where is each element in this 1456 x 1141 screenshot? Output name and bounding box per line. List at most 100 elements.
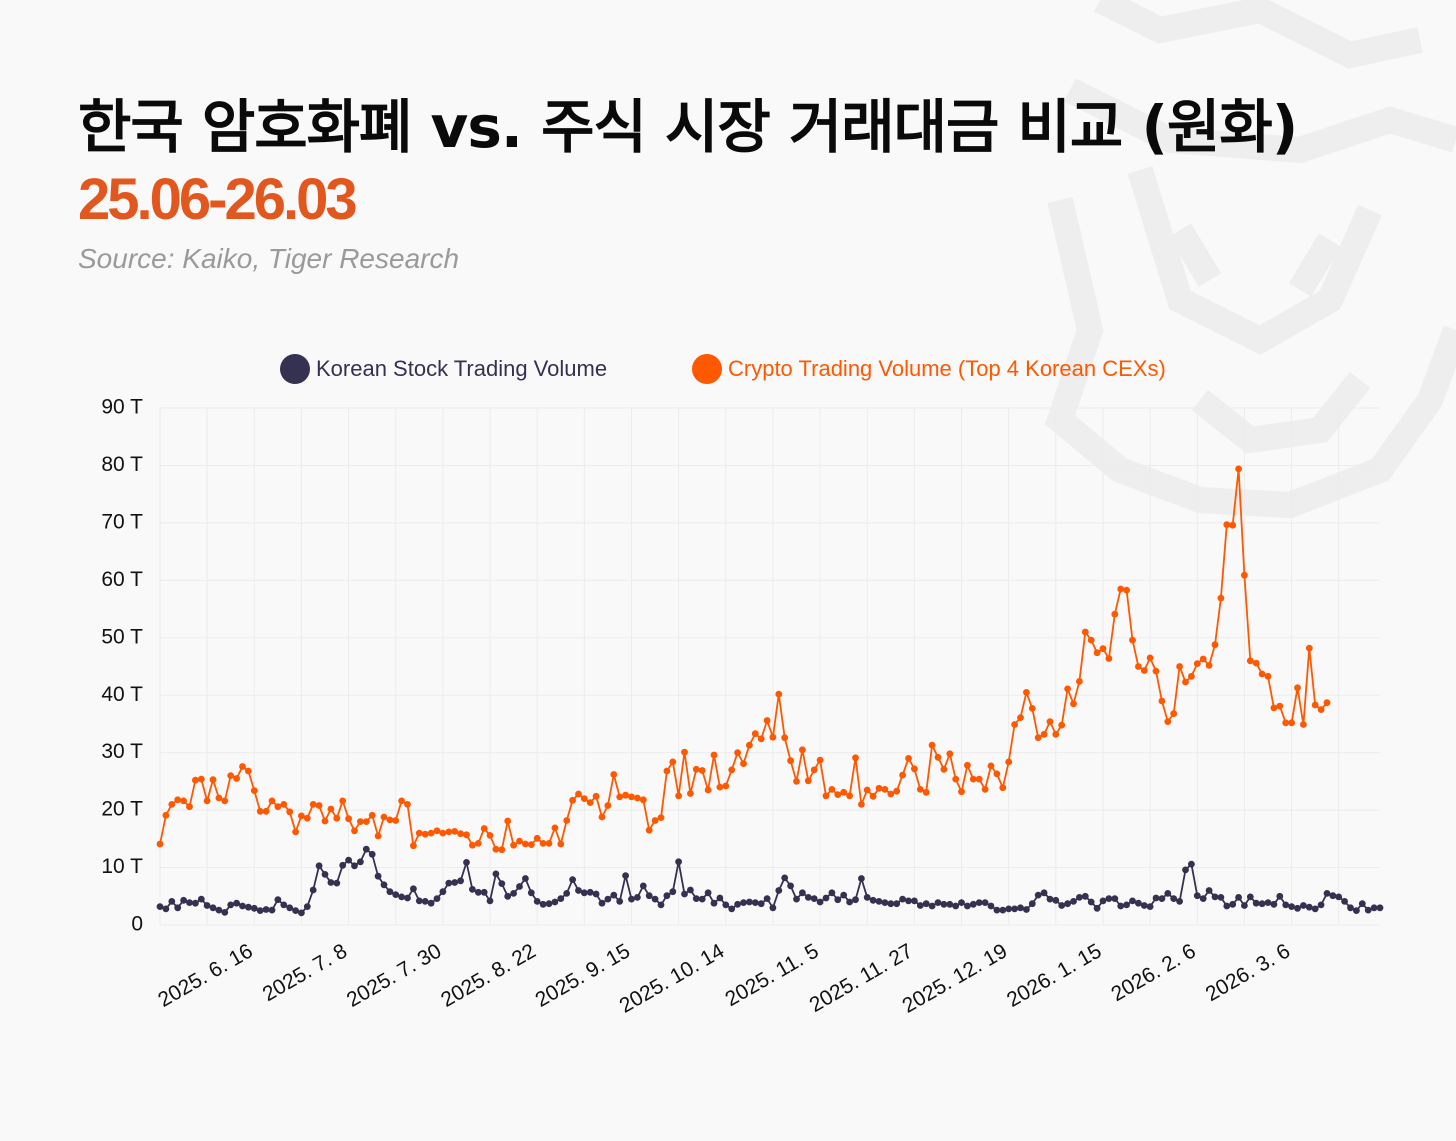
data-point-crypto [569,796,576,804]
data-point-stock [197,895,205,903]
data-point-stock [993,906,1001,914]
legend-item-crypto[interactable]: Crypto Trading Volume (Top 4 Korean CEXs… [692,352,1166,386]
data-point-stock [1176,898,1183,905]
data-point-stock [769,904,777,912]
data-point-crypto [274,803,282,811]
data-point-stock [863,894,871,901]
data-point-crypto [427,829,435,837]
data-point-stock [787,882,794,890]
data-point-stock [1105,895,1113,902]
data-point-stock [280,901,288,909]
data-point-stock [616,898,624,905]
data-point-stock [598,899,606,907]
data-point-stock [675,858,682,866]
data-point-crypto [810,766,818,774]
data-point-stock [492,870,500,878]
data-point-crypto [610,771,618,778]
data-point-stock [1158,895,1166,902]
data-point-stock [457,877,464,885]
data-point-stock [1217,894,1225,901]
data-point-stock [1052,896,1060,904]
data-point-crypto [710,751,718,759]
data-point-stock [952,902,960,910]
data-point-crypto [380,813,388,821]
data-point-stock [610,891,618,899]
data-point-stock [793,895,800,903]
data-point-crypto [404,801,411,808]
data-point-crypto [498,846,506,854]
data-point-stock [687,886,694,894]
x-tick-label: 2026. 1. 15 [1003,939,1106,1011]
y-tick-label: 40 T [101,683,143,706]
y-tick-label: 90 T [101,396,143,419]
data-point-crypto [799,746,806,754]
data-point-crypto [887,790,895,798]
data-point-crypto [1229,521,1237,529]
data-point-crypto [746,741,753,749]
data-point-stock [445,879,453,887]
data-point-crypto [1152,667,1160,675]
data-point-stock [975,899,983,906]
data-point-stock [421,898,429,905]
data-point-stock [575,887,582,894]
data-point-crypto [922,788,930,796]
data-point-crypto [415,829,423,837]
data-point-crypto [315,802,323,809]
data-point-stock [1188,860,1195,868]
data-point-stock [227,901,235,909]
data-point-stock [174,904,182,912]
data-point-crypto [787,757,794,765]
data-point-crypto [457,830,464,838]
data-point-crypto [1040,730,1048,738]
data-point-crypto [469,841,476,849]
data-point-crypto [722,782,730,790]
data-point-stock [192,899,199,907]
data-point-crypto [480,825,488,832]
data-point-crypto [639,796,647,804]
data-point-crypto [545,840,553,847]
data-point-stock [628,895,635,903]
data-point-stock [751,899,759,906]
data-point-crypto [357,818,364,825]
data-point-crypto [858,801,865,808]
data-point-stock [816,898,824,906]
data-point-crypto [1158,697,1166,705]
data-point-stock [775,887,783,894]
data-point-crypto [221,797,229,805]
chart-title: 한국 암호화폐 vs. 주식 시장 거래대금 비교 (원화) [78,93,1298,161]
data-point-crypto [975,775,983,783]
data-point-stock [1211,893,1219,901]
x-tick-label: 2025. 7. 8 [259,939,351,1006]
data-point-stock [893,900,901,908]
data-point-stock [822,894,830,902]
data-point-crypto [816,756,824,764]
data-point-stock [746,898,753,906]
data-point-crypto [321,817,329,825]
data-point-stock [592,890,600,898]
data-point-stock [899,895,906,903]
data-point-crypto [716,783,724,791]
legend-item-stock[interactable]: Korean Stock Trading Volume [280,352,607,386]
data-point-stock [1028,900,1036,908]
data-point-crypto [616,793,624,801]
data-point-stock [710,899,718,907]
data-point-stock [911,897,918,905]
data-point-crypto [233,775,241,782]
data-point-crypto [474,840,482,847]
data-point-crypto [1276,702,1284,710]
x-tick-label: 2026. 2. 6 [1107,939,1199,1006]
data-point-crypto [386,816,394,824]
data-point-stock [958,899,965,906]
data-point-crypto [433,827,441,835]
data-point-stock [1282,901,1290,909]
data-point-stock [810,895,818,902]
data-point-crypto [651,817,659,824]
data-point-crypto [681,748,688,756]
data-point-crypto [928,741,936,749]
data-point-crypto [1311,701,1319,709]
data-point-stock [1099,897,1107,905]
data-point-stock [1070,898,1077,905]
data-point-stock [922,900,930,908]
data-point-stock [533,898,541,905]
data-point-stock [734,900,741,908]
